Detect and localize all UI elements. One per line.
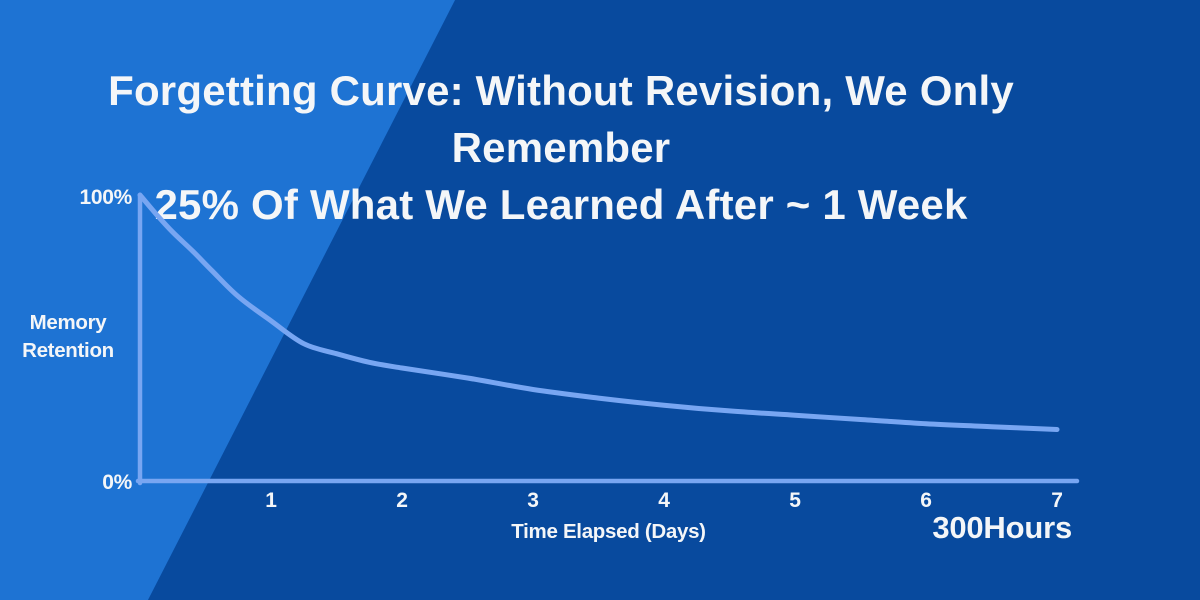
forgetting-curve-line xyxy=(137,192,1060,432)
x-tick-label-4: 4 xyxy=(658,489,670,512)
x-axis-title: Time Elapsed (Days) xyxy=(511,520,706,543)
y-tick-label-100: 100% xyxy=(79,186,132,209)
x-tick-label-1: 1 xyxy=(265,489,277,512)
x-tick-label-7: 7 xyxy=(1051,489,1063,512)
x-tick-label-5: 5 xyxy=(789,489,801,512)
x-tick-label-3: 3 xyxy=(527,489,539,512)
y-axis-title-line-1: Memory xyxy=(29,311,107,334)
x-tick-label-2: 2 xyxy=(396,489,408,512)
title-line-1: Forgetting Curve: Without Revision, We O… xyxy=(108,67,1014,171)
y-axis-title-line-2: Retention xyxy=(22,339,114,362)
page-title: Forgetting Curve: Without Revision, We O… xyxy=(0,62,1122,233)
brand-logo-text: 300Hours xyxy=(932,510,1072,545)
title-line-2: 25% Of What We Learned After ~ 1 Week xyxy=(154,181,968,228)
y-axis-title: Memory Retention xyxy=(6,309,130,365)
x-tick-label-6: 6 xyxy=(920,489,932,512)
y-tick-label-0: 0% xyxy=(102,471,132,494)
